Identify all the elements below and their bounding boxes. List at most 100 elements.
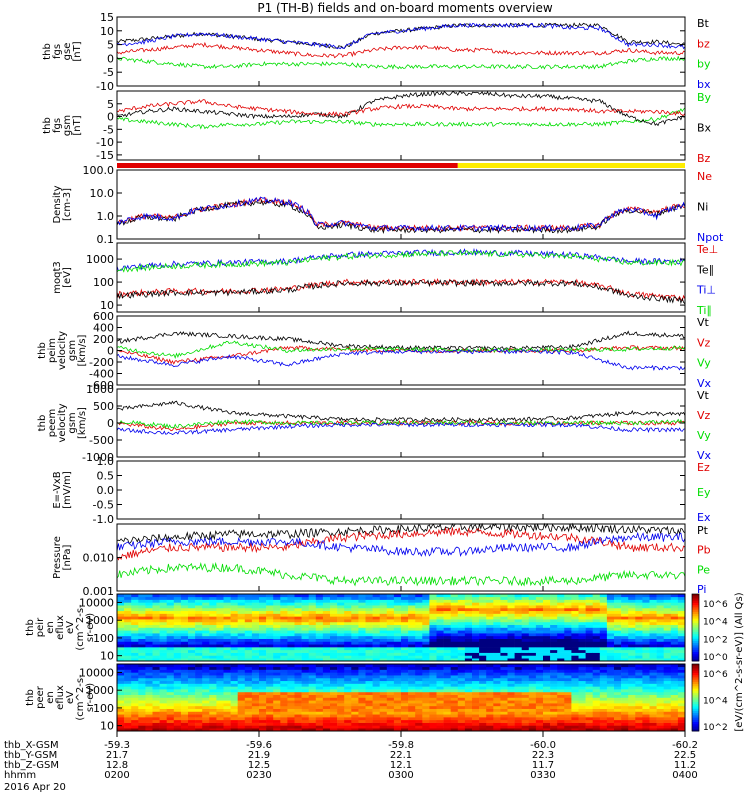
heatmap-cell — [628, 641, 636, 645]
heatmap-cell — [131, 672, 139, 676]
heatmap-cell — [656, 658, 664, 662]
colorbar-cell — [692, 686, 699, 690]
heatmap-cell — [223, 719, 231, 723]
heatmap-cell — [166, 649, 175, 653]
heatmap-cell — [606, 621, 615, 626]
legend-fgs-gse-1: bz — [697, 37, 710, 50]
heatmap-cell — [308, 613, 317, 617]
heatmap-cell — [301, 686, 309, 690]
heatmap-cell — [308, 635, 317, 639]
heatmap-cell — [393, 602, 402, 606]
heatmap-cell — [443, 722, 451, 726]
heatmap-cell — [159, 711, 167, 715]
heatmap-cell — [337, 607, 345, 612]
heatmap-cell — [315, 672, 324, 676]
heatmap-cell — [521, 596, 530, 600]
heatmap-cell — [479, 616, 487, 620]
heatmap-cell — [315, 677, 324, 682]
heatmap-cell — [145, 675, 153, 679]
heatmap-cell — [649, 717, 657, 721]
heatmap-cell — [528, 607, 537, 612]
heatmap-cell — [670, 638, 679, 642]
heatmap-cell — [507, 703, 515, 707]
heatmap-cell — [450, 596, 459, 600]
heatmap-cell — [386, 624, 395, 628]
heatmap-cell — [379, 619, 388, 623]
legend-pressure-2: Pe — [697, 563, 710, 576]
heatmap-cell — [436, 680, 444, 684]
heatmap-cell — [443, 689, 451, 693]
ylabel-peer-6: sr-eV) — [85, 683, 96, 712]
heatmap-cell — [614, 703, 622, 707]
heatmap-cell — [216, 686, 224, 690]
heatmap-cell — [606, 616, 615, 620]
heatmap-cell — [188, 722, 196, 726]
heatmap-cell — [479, 705, 487, 709]
heatmap-cell — [152, 694, 160, 698]
heatmap-cell — [251, 697, 260, 701]
heatmap-cell — [188, 633, 196, 637]
heatmap-cell — [273, 705, 281, 709]
heatmap-cell — [599, 725, 608, 729]
heatmap-cell — [429, 638, 437, 642]
heatmap-cell — [124, 610, 132, 614]
heatmap-cell — [401, 677, 409, 682]
heatmap-cell — [386, 652, 395, 656]
heatmap-cell — [337, 703, 345, 707]
heatmap-cell — [287, 599, 295, 603]
heatmap-cell — [550, 669, 558, 673]
heatmap-cell — [592, 717, 601, 721]
heatmap-cell — [117, 666, 125, 670]
heatmap-cell — [266, 605, 274, 609]
heatmap-cell — [308, 714, 317, 718]
heatmap-cell — [294, 664, 302, 668]
heatmap-cell — [202, 594, 210, 598]
heatmap-cell — [443, 655, 451, 659]
heatmap-cell — [273, 627, 281, 631]
heatmap-cell — [677, 689, 686, 693]
heatmap-cell — [677, 705, 686, 709]
heatmap-cell — [486, 666, 494, 670]
heatmap-cell — [223, 644, 231, 648]
heatmap-cell — [152, 700, 160, 704]
heatmap-cell — [557, 616, 565, 620]
legend-pressure-0: Pt — [697, 524, 709, 537]
heatmap-cell — [152, 599, 160, 603]
heatmap-cell — [557, 703, 565, 707]
heatmap-cell — [635, 627, 643, 631]
heatmap-cell — [635, 613, 643, 617]
heatmap-cell — [450, 641, 459, 645]
legend-fgs-gsm-0: By — [697, 91, 712, 104]
heatmap-cell — [486, 630, 494, 634]
heatmap-cell — [507, 630, 515, 634]
colorbar-cell — [692, 634, 699, 637]
heatmap-cell — [294, 666, 302, 670]
heatmap-cell — [543, 669, 551, 673]
heatmap-cell — [528, 638, 537, 642]
heatmap-cell — [173, 596, 182, 600]
heatmap-cell — [415, 633, 423, 637]
ytick-label-peer-0: 10 — [100, 720, 114, 733]
heatmap-cell — [188, 728, 196, 732]
heatmap-cell — [308, 691, 317, 696]
heatmap-cell — [138, 599, 146, 603]
heatmap-cell — [322, 633, 331, 637]
heatmap-cell — [244, 691, 253, 696]
heatmap-cell — [124, 722, 132, 726]
heatmap-cell — [628, 725, 636, 729]
heatmap-cell — [401, 711, 409, 715]
heatmap-cell — [429, 594, 437, 598]
heatmap-cell — [159, 686, 167, 690]
heatmap-cell — [358, 652, 366, 656]
heatmap-cell — [308, 641, 317, 645]
heatmap-cell — [635, 652, 643, 656]
colorbar-cell — [692, 713, 699, 716]
heatmap-cell — [173, 680, 182, 684]
heatmap-cell — [195, 697, 203, 701]
heatmap-cell — [408, 677, 416, 682]
heatmap-cell — [344, 613, 352, 617]
heatmap-cell — [259, 641, 267, 645]
heatmap-cell — [166, 664, 175, 668]
heatmap-cell — [507, 722, 515, 726]
heatmap-cell — [656, 644, 664, 648]
